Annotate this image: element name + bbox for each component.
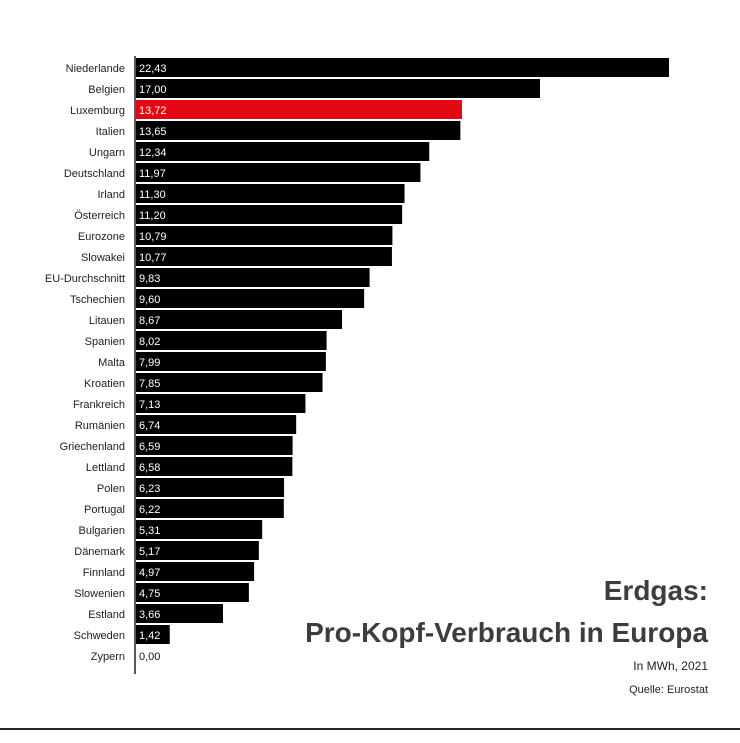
value-label: 10,79: [139, 231, 167, 243]
bar-polen: [136, 478, 285, 497]
bar-slowakei: [136, 247, 392, 266]
bar-ungarn: [136, 142, 430, 161]
value-label: 5,31: [139, 525, 160, 537]
category-label: Deutschland: [64, 168, 125, 180]
value-label: 11,30: [139, 189, 166, 201]
value-label: 17,00: [139, 84, 167, 96]
category-label: Polen: [97, 483, 125, 495]
value-label: 5,17: [139, 546, 160, 558]
category-label: Litauen: [89, 315, 125, 327]
category-label: Eurozone: [78, 231, 125, 243]
chart-subtitle: In MWh, 2021: [633, 659, 708, 673]
chart-source: Quelle: Eurostat: [629, 684, 708, 696]
value-label: 7,13: [139, 399, 160, 411]
value-label: 6,74: [139, 420, 160, 432]
value-label: 0,00: [139, 651, 160, 663]
category-label: Italien: [96, 126, 125, 138]
value-label: 10,77: [139, 252, 167, 264]
value-label: 13,72: [139, 105, 167, 117]
value-label: 9,83: [139, 273, 160, 285]
bar-estland: [136, 604, 223, 623]
category-label: Irland: [97, 189, 125, 201]
bar-finnland: [136, 562, 255, 581]
category-label: Niederlande: [66, 63, 125, 75]
value-label: 7,99: [139, 357, 160, 369]
value-label: 7,85: [139, 378, 160, 390]
bar-irland: [136, 184, 405, 203]
value-label: 6,23: [139, 483, 160, 495]
category-label: Slowakei: [81, 252, 125, 264]
category-label: Tschechien: [70, 294, 125, 306]
bar-italien: [136, 121, 461, 140]
value-label: 3,66: [139, 609, 160, 621]
bar-luxemburg: [136, 100, 463, 119]
category-label: Dänemark: [74, 546, 125, 558]
value-label: 11,97: [139, 168, 166, 180]
value-label: 8,02: [139, 336, 160, 348]
category-label: Rumänien: [75, 420, 125, 432]
bar-tschechien: [136, 289, 365, 308]
value-label: 6,58: [139, 462, 160, 474]
bar-belgien: [136, 79, 540, 98]
bar-österreich: [136, 205, 403, 224]
chart-title-line1: Erdgas:: [603, 575, 708, 606]
value-label: 8,67: [139, 315, 160, 327]
bar-spanien: [136, 331, 327, 350]
value-label: 1,42: [139, 630, 160, 642]
category-label: Schweden: [74, 630, 125, 642]
category-label: Slowenien: [74, 588, 125, 600]
bars-group: [136, 58, 669, 644]
bar-litauen: [136, 310, 343, 329]
category-label: Griechenland: [60, 441, 125, 453]
category-label: Lettland: [86, 462, 125, 474]
category-label: Spanien: [85, 336, 125, 348]
category-label: Estland: [88, 609, 125, 621]
value-label: 9,60: [139, 294, 160, 306]
category-label: Malta: [98, 357, 126, 369]
bar-eurozone: [136, 226, 393, 245]
value-label: 13,65: [139, 126, 167, 138]
value-label: 22,43: [139, 63, 167, 75]
bar-griechenland: [136, 436, 293, 455]
bar-rumänien: [136, 415, 297, 434]
bar-deutschland: [136, 163, 421, 182]
value-label: 12,34: [139, 147, 167, 159]
category-label: Frankreich: [73, 399, 125, 411]
value-labels-group: 22,43 17,00 13,72 13,65 12,34 11,97 11,30 11,20…: [139, 63, 167, 663]
bar-schweden: [136, 625, 170, 644]
value-label: 11,20: [139, 210, 166, 222]
category-label: Kroatien: [84, 378, 125, 390]
category-label: Luxemburg: [70, 105, 125, 117]
category-label: Belgien: [88, 84, 125, 96]
value-label: 6,22: [139, 504, 160, 516]
bar-lettland: [136, 457, 293, 476]
bar-eu-durchschnitt: [136, 268, 370, 287]
category-label: Bulgarien: [79, 525, 125, 537]
bar-dänemark: [136, 541, 259, 560]
bar-frankreich: [136, 394, 306, 413]
bottom-rule: [0, 728, 740, 730]
value-label: 4,75: [139, 588, 160, 600]
value-label: 4,97: [139, 567, 160, 579]
chart-title-line2: Pro-Kopf-Verbrauch in Europa: [305, 617, 708, 648]
value-label: 6,59: [139, 441, 160, 453]
category-label: Portugal: [84, 504, 125, 516]
category-label: Österreich: [74, 210, 125, 222]
bar-malta: [136, 352, 326, 371]
bar-bulgarien: [136, 520, 263, 539]
bar-kroatien: [136, 373, 323, 392]
category-label: Finnland: [83, 567, 125, 579]
category-label: Zypern: [91, 651, 125, 663]
bar-portugal: [136, 499, 284, 518]
category-labels-group: Niederlande Belgien Luxemburg Italien Ungarn…: [45, 63, 126, 663]
bar-slowenien: [136, 583, 249, 602]
category-label: EU-Durchschnitt: [45, 273, 125, 285]
bar-niederlande: [136, 58, 669, 77]
category-label: Ungarn: [89, 147, 125, 159]
